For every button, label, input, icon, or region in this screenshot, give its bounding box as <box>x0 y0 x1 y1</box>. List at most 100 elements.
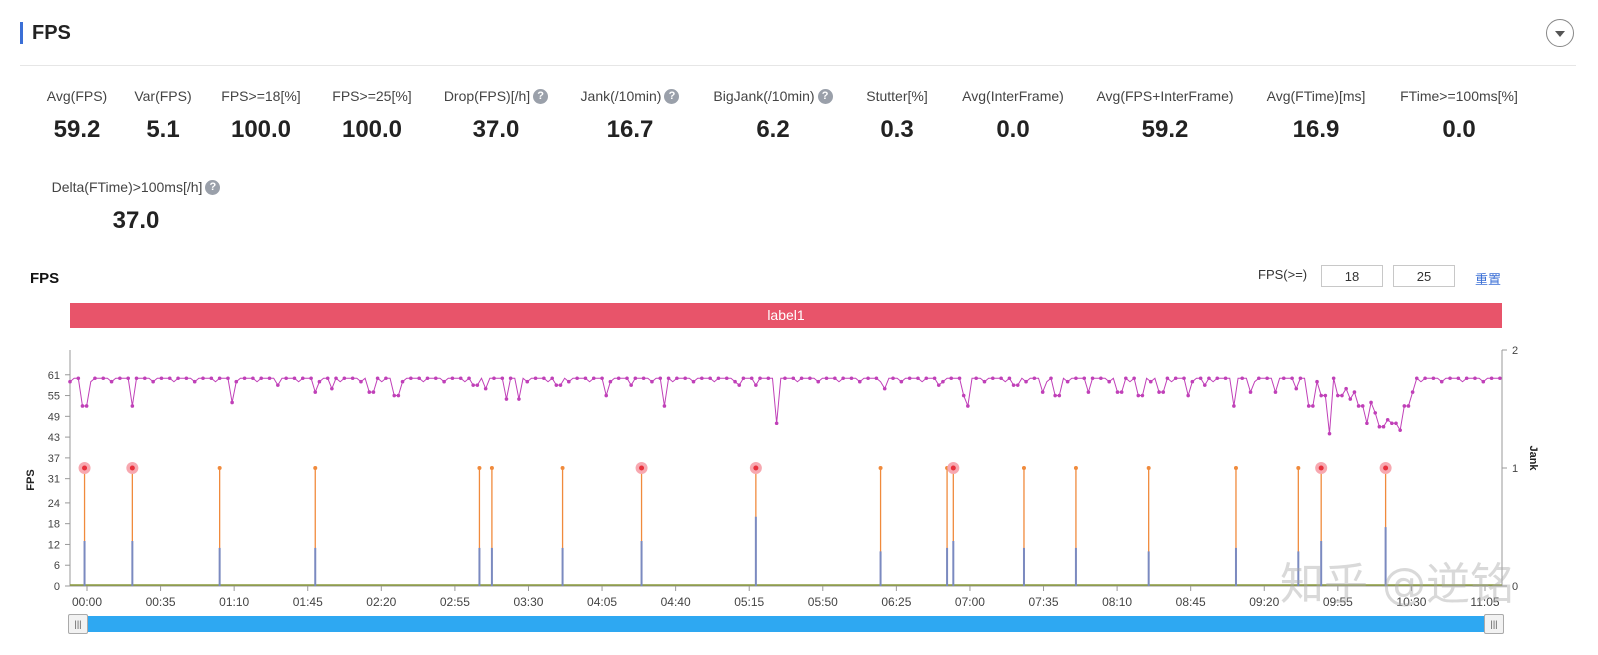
stat-label: FTime>=100ms[%] <box>1400 88 1518 104</box>
help-icon[interactable]: ? <box>205 179 221 195</box>
fps-point <box>1294 386 1299 391</box>
fps-threshold-input-2[interactable] <box>1393 265 1455 287</box>
fps-point <box>1439 379 1444 384</box>
stat-item: FTime>=100ms[%] 0.0 <box>1349 88 1569 144</box>
fps-point <box>1215 376 1220 381</box>
y-tick-label: 43 <box>48 432 60 444</box>
fps-point <box>1099 376 1103 381</box>
jank-marker <box>313 466 318 470</box>
x-tick-label: 09:20 <box>1249 595 1279 609</box>
fps-point <box>350 376 355 381</box>
collapse-toggle-icon[interactable] <box>1546 19 1574 47</box>
stat-value: 59.2 <box>53 116 101 143</box>
reset-button[interactable]: 重置 <box>1475 272 1502 287</box>
fps-point <box>874 376 879 381</box>
fps-point <box>330 386 334 391</box>
x-tick-label: 01:45 <box>293 595 323 609</box>
y2-tick-label: 2 <box>1512 345 1518 357</box>
fps-point <box>1336 393 1340 398</box>
fps-point <box>916 376 920 381</box>
fps-point <box>1377 424 1382 429</box>
stat-value: 100.0 <box>230 116 292 143</box>
fps-point <box>134 376 139 381</box>
fps-point <box>1257 376 1261 381</box>
stat-label-text: Avg(InterFrame) <box>962 88 1064 104</box>
timeline-scrollbar[interactable]: ||| ||| <box>68 614 1504 634</box>
fps-point <box>1173 376 1178 381</box>
fps-point <box>583 376 588 381</box>
fps-point <box>1373 411 1378 415</box>
fps-point <box>1331 376 1336 381</box>
stat-label: Delta(FTime)>100ms[/h]? <box>52 179 221 195</box>
stat-value: 37.0 <box>472 116 520 143</box>
fps-threshold-input-1[interactable] <box>1321 265 1383 287</box>
y-tick-label: 49 <box>48 411 60 423</box>
fps-point <box>1298 376 1303 381</box>
y-tick-label: 6 <box>54 560 60 572</box>
x-tick-label: 07:35 <box>1029 595 1059 609</box>
fps-point <box>658 376 663 381</box>
fps-point <box>1390 421 1394 426</box>
fps-point <box>683 376 687 381</box>
fps-point <box>1053 393 1057 398</box>
fps-point <box>1385 417 1390 422</box>
help-icon[interactable]: ? <box>664 88 680 104</box>
fps-point <box>1398 428 1402 432</box>
label-bar[interactable]: label1 <box>70 303 1502 328</box>
fps-point <box>625 376 629 381</box>
scroll-handle-right[interactable]: ||| <box>1484 614 1504 634</box>
fps-point <box>84 404 89 408</box>
fps-point <box>367 390 372 394</box>
fps-point <box>650 379 654 384</box>
fps-point <box>974 376 978 381</box>
fps-point <box>849 376 854 381</box>
fps-point <box>1119 390 1124 394</box>
fps-point <box>1352 390 1357 394</box>
jank-marker <box>489 466 494 470</box>
x-tick-label: 08:45 <box>1176 595 1206 609</box>
stat-value: 37.0 <box>112 207 160 234</box>
stat-label-text: Avg(FPS+InterFrame) <box>1096 88 1234 104</box>
fps-point <box>425 376 430 381</box>
jank-marker <box>1146 466 1151 470</box>
help-icon[interactable]: ? <box>533 88 549 104</box>
scroll-handle-left[interactable]: ||| <box>68 614 88 634</box>
fps-point <box>334 376 338 381</box>
y2-axis-title: Jank <box>1527 445 1539 471</box>
fps-point <box>309 376 313 381</box>
stat-label-text: BigJank(/10min) <box>713 88 815 104</box>
fps-point <box>774 421 779 426</box>
fps-point <box>907 376 912 381</box>
y2-tick-label: 1 <box>1512 463 1518 475</box>
x-tick-label: 11:05 <box>1470 595 1499 609</box>
jank-marker <box>1296 466 1301 470</box>
fps-point <box>1223 376 1228 381</box>
fps-point <box>259 376 264 381</box>
fps-point <box>1074 376 1078 381</box>
stat-value: 0.3 <box>880 116 914 143</box>
fps-point <box>1281 376 1286 381</box>
fps-point <box>1431 376 1436 381</box>
fps-point <box>957 376 962 381</box>
fps-point <box>808 376 812 381</box>
fps-series-line <box>69 377 1500 434</box>
fps-point <box>1049 376 1053 381</box>
fps-point <box>467 376 471 381</box>
stat-value: 0.0 <box>996 116 1030 143</box>
stat-item: Avg(FPS+InterFrame) 59.2 <box>1055 88 1275 144</box>
fps-point <box>1165 376 1170 381</box>
fps-point <box>882 386 887 391</box>
fps-point <box>392 393 397 398</box>
jank-marker <box>560 466 565 470</box>
fps-point <box>749 376 754 381</box>
help-icon[interactable]: ? <box>817 88 833 104</box>
fps-point <box>791 376 796 381</box>
x-tick-label: 10:30 <box>1396 595 1426 609</box>
fps-point <box>567 379 571 384</box>
fps-point <box>783 376 787 381</box>
fps-point <box>1340 393 1344 398</box>
fps-point <box>1402 404 1407 408</box>
fps-point <box>542 376 546 381</box>
fps-point <box>1323 393 1328 398</box>
